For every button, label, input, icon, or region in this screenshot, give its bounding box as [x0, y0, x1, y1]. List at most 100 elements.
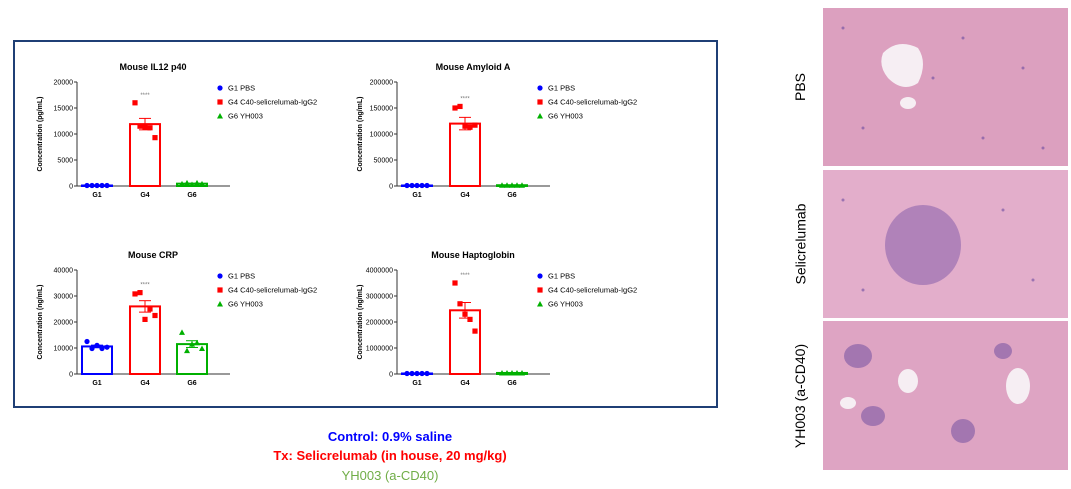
x-tick-label: G1 [92, 192, 101, 199]
data-point [132, 291, 138, 297]
y-tick-label: 10000 [54, 346, 74, 353]
x-tick-label: G1 [412, 380, 421, 387]
legend-label: G4 C40-selicrelumab-IgG2 [228, 286, 317, 295]
y-tick-label: 0 [389, 372, 393, 379]
data-point [452, 105, 458, 111]
data-point [404, 182, 410, 189]
data-point [184, 179, 190, 186]
chart-svg: Mouse Amyloid A Concentration (ng/mL) 0 500… [357, 62, 637, 199]
y-tick-label: 150000 [370, 106, 393, 113]
chart-svg: Mouse IL12 p40 Concentration (pg/mL) 0 5000… [37, 62, 317, 199]
caption-yh003: YH003 (a-CD40) [341, 468, 439, 483]
chart-amyloid-a: Mouse Amyloid A Concentration (ng/mL) 0 500… [340, 55, 670, 230]
y-axis-label: Concentration (ng/mL) [357, 284, 364, 359]
chart-title: Mouse CRP [128, 250, 178, 260]
charts-frame [13, 40, 718, 408]
data-point [452, 280, 458, 286]
y-tick-label: 200000 [370, 80, 393, 87]
data-point [514, 182, 520, 188]
data-point [409, 370, 415, 377]
y-tick-label: 5000 [57, 158, 73, 165]
legend-label: G6 YH003 [548, 300, 583, 309]
significance-label: **** [460, 273, 470, 279]
bar [129, 123, 161, 188]
data-point [189, 181, 195, 187]
chart-crp: Mouse CRP Concentration (ng/mL) 0 10000 2000… [20, 243, 350, 418]
data-point [519, 369, 525, 376]
histology-image-pbs [823, 8, 1068, 166]
x-tick-label: G1 [412, 192, 421, 199]
data-point [199, 180, 205, 187]
y-tick-label: 0 [69, 372, 73, 379]
significance-label: **** [140, 93, 150, 99]
data-point [89, 345, 95, 352]
significance-label: **** [460, 96, 470, 102]
data-point [89, 182, 95, 189]
chart-svg: Mouse Haptoglobin Concentration (ng/mL) 0 1… [357, 250, 637, 387]
data-point [104, 344, 110, 350]
bar [81, 345, 113, 376]
data-point [419, 182, 425, 189]
data-point [414, 370, 420, 377]
data-point [457, 301, 463, 307]
legend-label: G4 C40-selicrelumab-IgG2 [548, 98, 637, 107]
caption-control: Control: 0.9% saline [327, 429, 453, 444]
y-tick-label: 10000 [54, 132, 74, 139]
y-tick-label: 2000000 [366, 320, 393, 327]
legend-label: G4 C40-selicrelumab-IgG2 [228, 98, 317, 107]
y-tick-label: 1000000 [366, 346, 393, 353]
data-point [179, 329, 185, 335]
data-point [514, 369, 520, 376]
y-tick-label: 100000 [370, 132, 393, 139]
data-point [179, 180, 185, 187]
data-point [142, 316, 148, 322]
data-point [499, 182, 505, 188]
chart-title: Mouse Haptoglobin [431, 250, 515, 260]
data-point [94, 182, 100, 189]
data-point [519, 182, 525, 188]
data-point [462, 311, 468, 317]
data-point [457, 103, 463, 110]
y-tick-label: 50000 [374, 158, 394, 165]
histology-label-selicrelumab: Selicrelumab [792, 203, 808, 285]
legend-marker [217, 287, 223, 293]
data-point [504, 182, 510, 188]
legend-label: G6 YH003 [548, 112, 583, 121]
data-point [147, 306, 153, 312]
legend-marker [537, 85, 543, 91]
x-tick-label: G6 [507, 380, 516, 387]
legend-label: G1 PBS [228, 272, 255, 281]
x-tick-label: G6 [187, 380, 196, 387]
legend-marker [217, 85, 223, 91]
y-tick-label: 3000000 [366, 294, 393, 301]
histology-image-selicrelumab [823, 170, 1068, 318]
y-axis-label: Concentration (pg/mL) [37, 96, 44, 171]
significance-label: **** [140, 283, 150, 289]
data-point [462, 123, 468, 129]
legend-marker [537, 113, 543, 119]
x-tick-label: G4 [460, 192, 469, 199]
y-tick-label: 20000 [54, 320, 74, 327]
y-tick-label: 20000 [54, 80, 74, 87]
data-point [104, 182, 110, 189]
y-tick-label: 30000 [54, 294, 74, 301]
x-tick-label: G4 [140, 192, 149, 199]
y-tick-label: 15000 [54, 106, 74, 113]
data-point [499, 369, 505, 376]
legend-marker [217, 301, 223, 307]
x-tick-label: G1 [92, 380, 101, 387]
data-point [424, 182, 430, 189]
legend-marker [537, 287, 543, 293]
data-point [99, 345, 105, 352]
y-tick-label: 0 [389, 184, 393, 191]
legend-marker [537, 99, 543, 105]
legend-label: G1 PBS [228, 84, 255, 93]
data-point [184, 347, 190, 354]
data-point [424, 370, 430, 377]
data-point [94, 342, 100, 348]
data-point [509, 182, 515, 188]
chart-svg: Mouse CRP Concentration (ng/mL) 0 10000 2000… [37, 250, 317, 387]
data-point [152, 312, 158, 319]
y-axis-label: Concentration (ng/mL) [357, 96, 364, 171]
data-point [84, 182, 90, 189]
